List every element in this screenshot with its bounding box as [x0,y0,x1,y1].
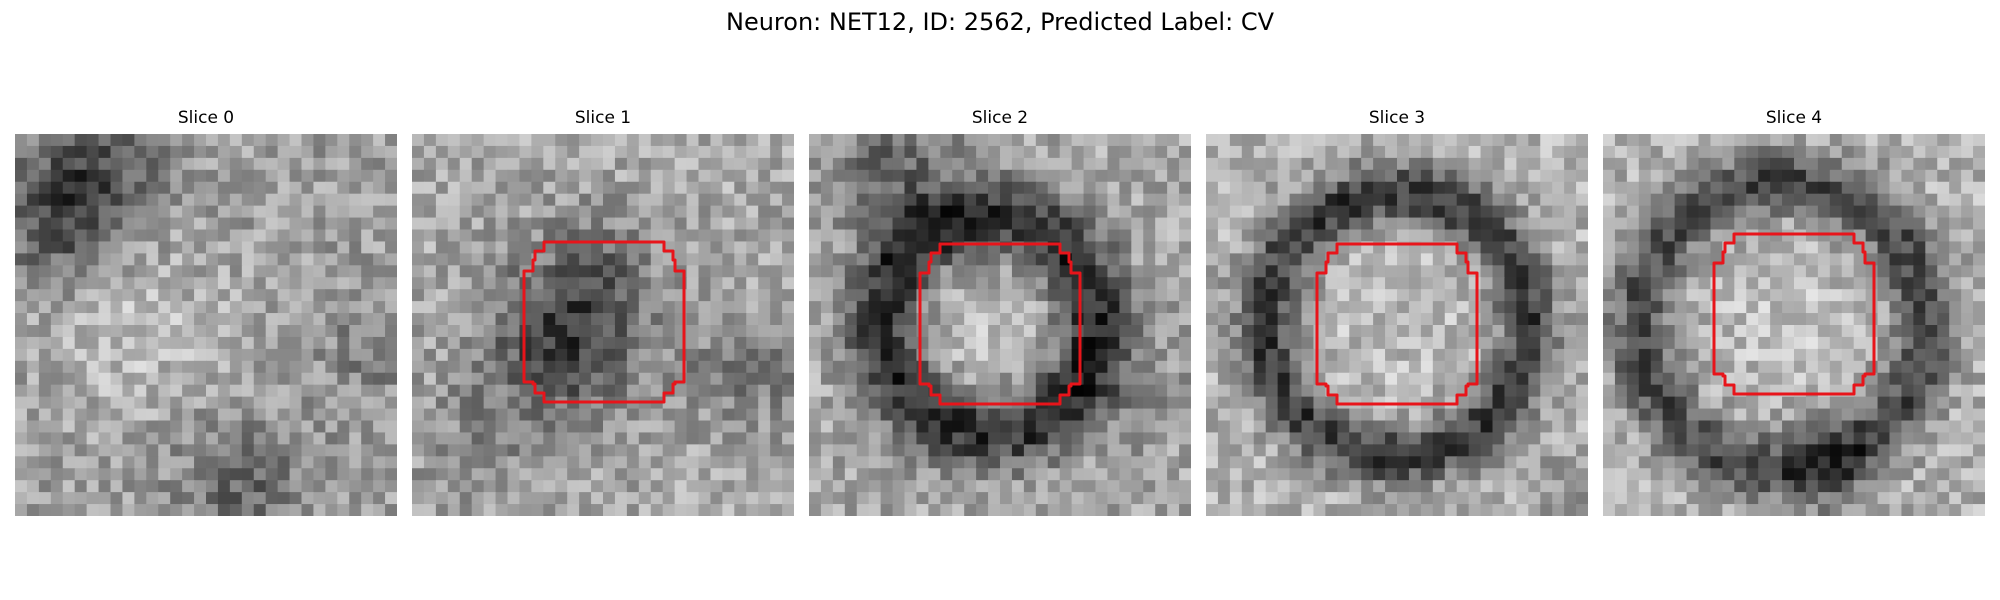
segmentation-contour [918,242,1082,406]
panel-slice-3: Slice 3 [1206,108,1588,518]
panel-slice-4: Slice 4 [1603,108,1985,518]
slice-image [809,134,1191,516]
figure-title: Neuron: NET12, ID: 2562, Predicted Label… [726,8,1274,36]
panel-slice-0: Slice 0 [15,108,397,518]
segmentation-contour [1315,242,1479,406]
panel-title: Slice 2 [971,108,1029,128]
slice-image [15,134,397,516]
panel-title: Slice 3 [1368,108,1426,128]
panel-title: Slice 1 [574,108,632,128]
segmentation-contour [1712,232,1876,396]
slice-image [1206,134,1588,516]
segmentation-contour [522,240,686,404]
panel-slice-2: Slice 2 [809,108,1191,518]
panel-title: Slice 4 [1765,108,1823,128]
slice-image [1603,134,1985,516]
panel-title: Slice 0 [177,108,235,128]
slice-image [412,134,794,516]
panel-slice-1: Slice 1 [412,108,794,518]
